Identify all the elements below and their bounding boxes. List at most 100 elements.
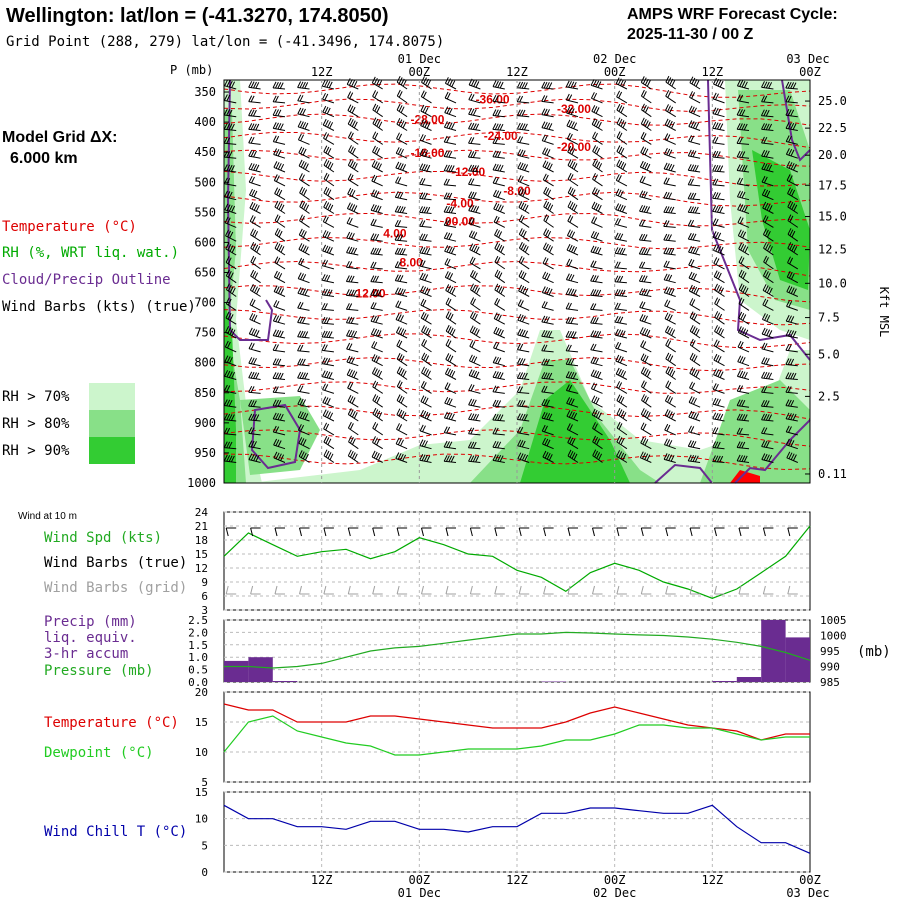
wind-barb <box>590 92 603 104</box>
wind-barb-feather <box>475 81 480 88</box>
grid-wind-barb-feather <box>347 585 351 595</box>
wind-barb <box>663 247 676 256</box>
wind-barb-feather <box>445 311 450 318</box>
wind-barb-shaft <box>468 460 481 463</box>
wind-barb <box>591 105 603 118</box>
wind-barb <box>298 159 310 173</box>
wind-barb <box>712 164 725 173</box>
wind-barb <box>516 399 530 408</box>
wind-barb-shaft <box>688 251 701 256</box>
wind-barb-feather <box>321 288 326 296</box>
wind-barb-feather <box>595 246 599 254</box>
wind-barb <box>395 452 408 463</box>
wind-barb-feather <box>323 330 328 338</box>
wind-barb-feather <box>349 436 354 444</box>
wind-barb-feather <box>548 82 553 89</box>
wind-barb-shaft <box>297 292 310 297</box>
wind-barb-feather <box>789 257 794 265</box>
wind-barb-feather <box>590 343 595 351</box>
wind-barb <box>443 440 457 450</box>
wind-barb-feather <box>443 455 448 462</box>
wind-barb-feather <box>250 400 255 407</box>
wind-barb-feather <box>763 163 768 170</box>
wind-barb <box>516 386 530 394</box>
wind-barb-feather <box>543 412 548 419</box>
wind-barb-feather <box>272 372 277 379</box>
surface-wind-barb <box>250 527 261 537</box>
wind-barb-feather <box>227 230 232 238</box>
wind-barb <box>567 172 579 187</box>
wind-barb-feather <box>450 165 455 172</box>
wind-barb-feather <box>326 358 331 365</box>
wind-barb-shaft <box>321 308 334 311</box>
wind-barb-feather <box>353 412 358 419</box>
wind-barb-feather <box>420 311 425 319</box>
wind-barb-feather <box>397 301 402 308</box>
wind-barb-shaft <box>639 253 652 256</box>
wind-barb-shaft <box>762 304 774 311</box>
wind-barb-feather <box>688 245 692 253</box>
wind-barb-feather <box>326 331 331 338</box>
time-series-panels: 24211815129632.52.01.51.00.50.0100510009… <box>188 506 846 879</box>
wind-barb-feather <box>620 147 625 155</box>
wind-barb-feather <box>248 440 253 447</box>
wind-barb-feather <box>493 312 498 319</box>
wind-barb-feather <box>667 395 671 403</box>
bottom-time-label: 00Z <box>408 873 430 887</box>
wind-barb-feather <box>468 427 472 434</box>
wind-barb-feather <box>616 90 621 98</box>
wind-barb-feather <box>248 175 253 183</box>
wind-barb-shaft <box>712 127 725 131</box>
wind-barb-feather <box>470 413 475 420</box>
wind-barb-feather <box>444 271 449 278</box>
wind-barb-feather <box>619 204 624 212</box>
wind-barb-feather <box>273 451 278 459</box>
wind-barb-feather <box>251 176 255 184</box>
wind-barb-feather <box>565 330 570 338</box>
wind-barb <box>492 189 505 201</box>
wind-barb-feather <box>275 452 280 460</box>
wind-barb-feather <box>322 118 327 126</box>
wind-barb-feather <box>492 123 497 130</box>
wind-barb-feather <box>443 232 448 239</box>
wind-barb-feather <box>300 244 305 251</box>
wind-barb-feather <box>253 204 258 211</box>
wind-barb-feather <box>443 411 448 419</box>
wind-barb <box>445 324 457 339</box>
wind-barb-feather <box>522 272 527 280</box>
wind-barb-feather <box>475 414 480 421</box>
wind-barb-feather <box>498 231 503 238</box>
wind-barb <box>225 256 237 270</box>
wind-barb-feather <box>519 386 524 393</box>
wind-barb <box>444 396 457 408</box>
wind-barb-feather <box>301 358 306 366</box>
wind-barb-feather <box>228 164 233 172</box>
surface-wind-barb <box>299 527 310 537</box>
wind-barb-feather <box>766 329 771 336</box>
wind-barb-feather <box>398 381 403 389</box>
wind-barb-shaft <box>469 262 481 270</box>
wind-barb-feather <box>590 289 595 296</box>
wind-barb-feather <box>517 175 522 182</box>
wind-barb <box>469 256 481 270</box>
wind-barb-feather <box>762 298 767 306</box>
wind-barb <box>590 245 603 256</box>
wind-barb-feather <box>768 372 773 380</box>
forecast-cycle-label: AMPS WRF Forecast Cycle: <box>627 6 838 23</box>
wind-barb-shaft <box>419 278 432 284</box>
wind-barb <box>592 145 603 159</box>
wind-barb-feather <box>792 163 797 171</box>
isotherm-label: 00.00 <box>445 215 475 229</box>
wind-barb-shaft <box>224 447 237 450</box>
wind-barb-feather <box>421 206 426 213</box>
wind-barb-feather <box>667 105 671 112</box>
wind-barb-feather <box>272 399 277 406</box>
wind-barb-feather <box>397 191 402 199</box>
wind-barb-feather <box>614 315 619 323</box>
wind-barb-feather <box>639 288 643 295</box>
wind-barb <box>665 366 676 380</box>
wind-barb-feather <box>619 316 624 324</box>
wind-barb-shaft <box>615 238 627 242</box>
wind-barb-feather <box>714 311 719 318</box>
wind-barb-feather <box>299 330 304 338</box>
